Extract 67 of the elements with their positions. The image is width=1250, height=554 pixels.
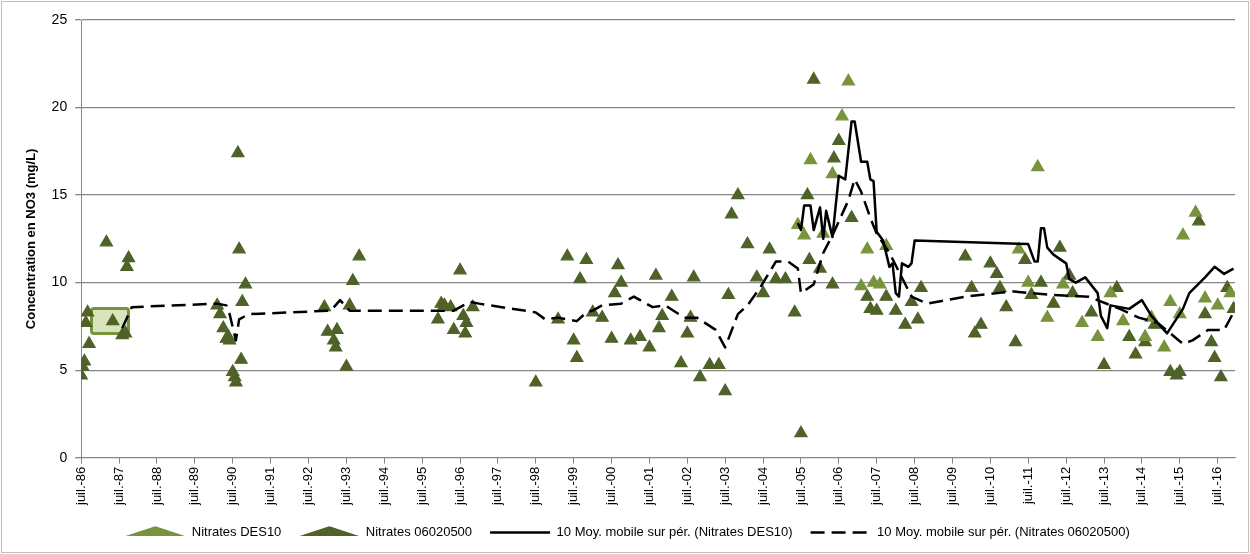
x-tick-label: juil.-91 bbox=[262, 466, 278, 506]
y-tick-label: 0 bbox=[59, 448, 68, 465]
x-tick-label: juil.-07 bbox=[868, 466, 884, 506]
x-tick-label: juil.-05 bbox=[792, 466, 808, 506]
legend-label: 10 Moy. mobile sur pér. (Nitrates DES10) bbox=[556, 524, 793, 540]
point bbox=[1157, 339, 1171, 352]
x-tick-label: juil.-02 bbox=[678, 466, 694, 506]
x-tick-label: juil.-95 bbox=[413, 466, 429, 506]
x-tick-label: juil.-08 bbox=[906, 466, 922, 506]
x-tick-label: juil.-15 bbox=[1171, 466, 1187, 506]
y-tick-label: 5 bbox=[59, 361, 68, 378]
y-axis-title: Concentration en NO3 (mg/L) bbox=[23, 148, 39, 330]
point bbox=[854, 278, 868, 291]
point bbox=[1075, 315, 1089, 327]
y-tick-label: 15 bbox=[51, 185, 68, 202]
x-tick-label: juil.-97 bbox=[489, 466, 505, 506]
x-tick-label: juil.-03 bbox=[716, 466, 732, 506]
x-tick-label: juil.-06 bbox=[830, 466, 846, 506]
x-tick-label: juil.-10 bbox=[981, 466, 997, 506]
point bbox=[1163, 294, 1177, 306]
y-tick-label: 25 bbox=[51, 10, 68, 27]
x-tick-label: juil.-01 bbox=[641, 466, 656, 506]
point bbox=[1021, 275, 1035, 287]
legend-label: Nitrates 06020500 bbox=[365, 524, 473, 540]
point bbox=[1091, 329, 1105, 341]
x-tick-label: juil.-88 bbox=[148, 466, 164, 506]
y-tick-label: 20 bbox=[51, 98, 68, 115]
point bbox=[1012, 241, 1026, 254]
x-tick-label: juil.-86 bbox=[72, 466, 88, 506]
x-tick-label: juil.-92 bbox=[300, 466, 316, 506]
x-tick-label: juil.-12 bbox=[1057, 466, 1073, 506]
point bbox=[1138, 329, 1152, 341]
x-tick-label: juil.-89 bbox=[186, 466, 202, 506]
point bbox=[860, 241, 874, 254]
x-tick-label: juil.-16 bbox=[1209, 466, 1225, 506]
point bbox=[1176, 227, 1190, 240]
point bbox=[1223, 285, 1235, 298]
point bbox=[835, 108, 849, 121]
legend-label: 10 Moy. mobile sur pér. (Nitrates 06020500) bbox=[877, 524, 1130, 540]
x-tick-label: juil.-87 bbox=[110, 466, 126, 506]
point bbox=[803, 152, 818, 165]
point bbox=[1103, 285, 1118, 298]
point bbox=[1211, 297, 1225, 310]
x-tick-label: juil.-94 bbox=[375, 466, 391, 506]
x-tick-label: juil.-90 bbox=[224, 466, 240, 506]
point bbox=[825, 166, 840, 179]
x-tick-label: juil.-14 bbox=[1133, 466, 1149, 506]
point bbox=[873, 276, 887, 289]
point bbox=[1056, 276, 1070, 289]
x-tick-label: juil.-04 bbox=[754, 466, 770, 506]
point bbox=[841, 73, 856, 86]
x-tick-label: juil.-09 bbox=[944, 466, 960, 506]
point bbox=[1031, 159, 1045, 172]
point bbox=[797, 227, 811, 240]
x-tick-label: juil.-11 bbox=[1019, 466, 1035, 506]
x-tick-label: juil.-13 bbox=[1095, 466, 1111, 506]
point bbox=[1116, 313, 1130, 326]
point bbox=[1188, 204, 1203, 217]
point bbox=[1040, 310, 1054, 322]
x-tick-label: juil.-99 bbox=[565, 466, 581, 506]
y-tick-label: 10 bbox=[51, 273, 68, 290]
x-tick-label: juil.-93 bbox=[337, 466, 353, 506]
x-tick-label: juil.-00 bbox=[603, 466, 619, 506]
x-tick-label: juil.-96 bbox=[451, 466, 467, 506]
point bbox=[1198, 290, 1212, 303]
x-tick-label: juil.-98 bbox=[527, 466, 543, 506]
legend-label: Nitrates DES10 bbox=[191, 524, 282, 540]
